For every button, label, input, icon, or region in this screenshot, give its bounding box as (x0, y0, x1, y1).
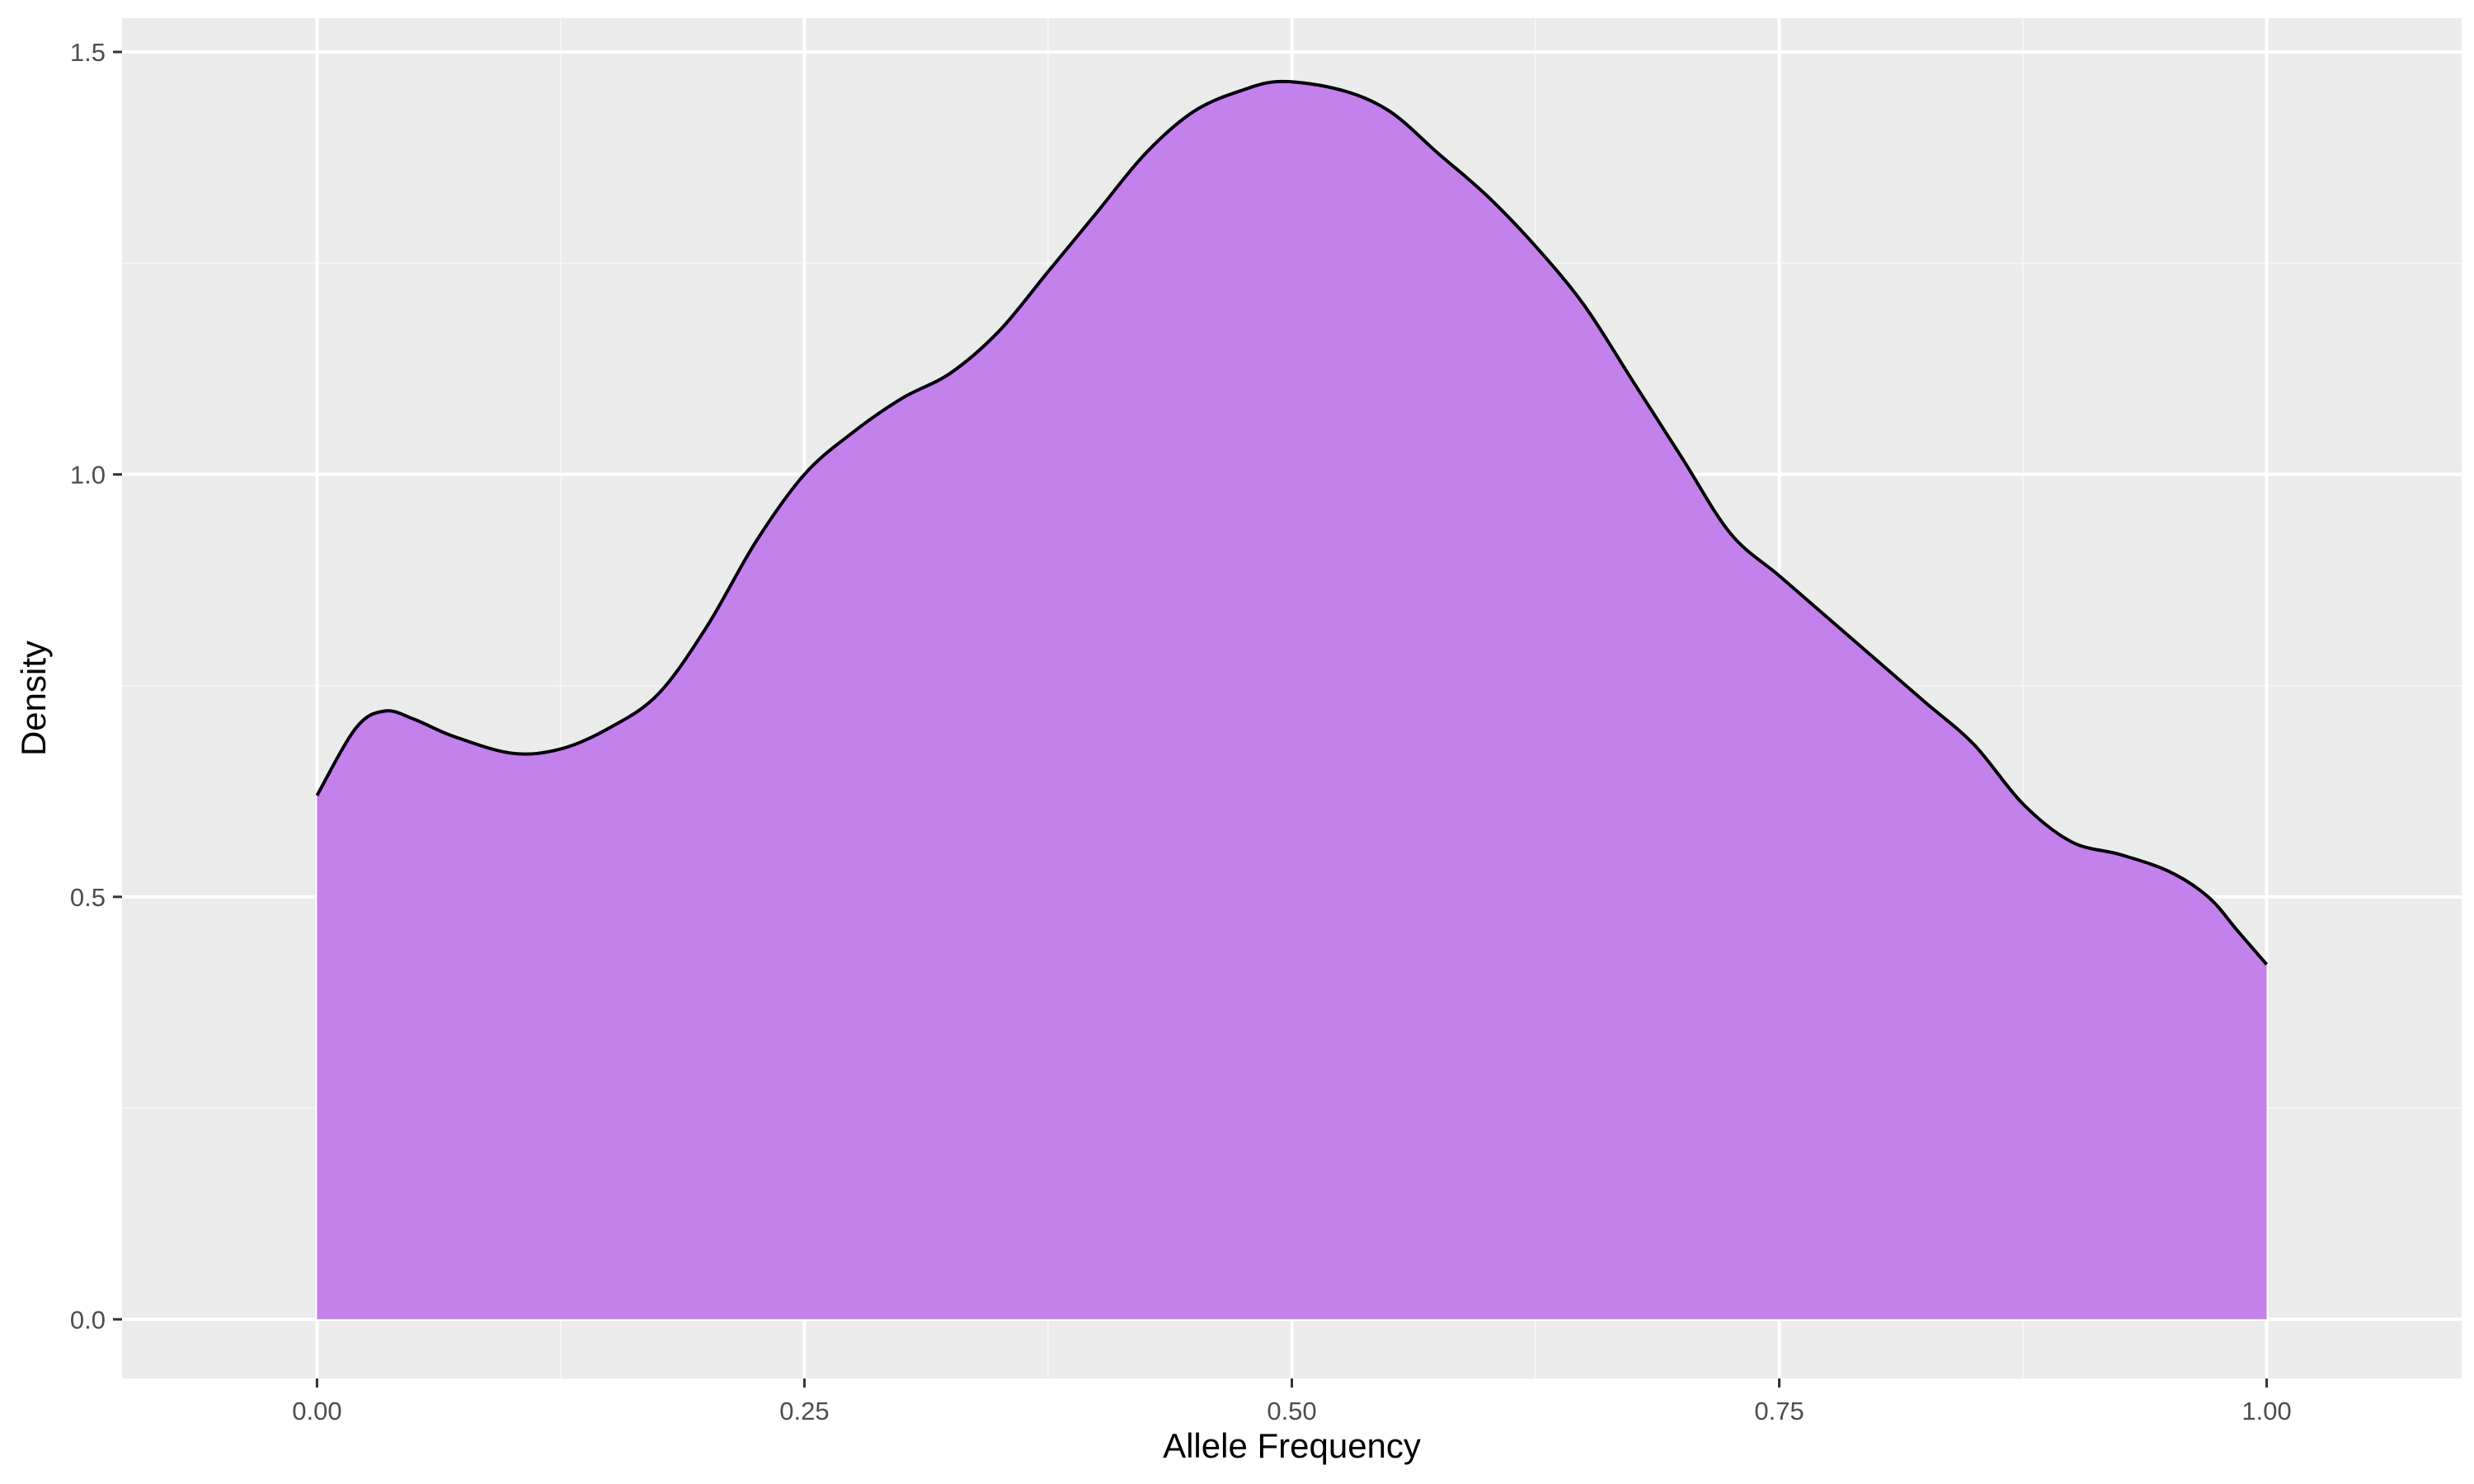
x-tick-label: 0.25 (779, 1397, 829, 1425)
density-curve (315, 79, 2269, 966)
x-tick-label: 1.00 (2241, 1397, 2291, 1425)
x-tick-label: 0.50 (1267, 1397, 1316, 1425)
density-area (317, 81, 2267, 1320)
y-axis: 0.0 0.5 1.0 1.5 (70, 38, 122, 1334)
x-tick-label: 0.75 (1754, 1397, 1804, 1425)
y-axis-title: Density (14, 641, 53, 756)
y-tick-label: 0.0 (70, 1305, 106, 1334)
y-tick-label: 0.5 (70, 883, 106, 912)
x-axis-title: Allele Frequency (1163, 1426, 1421, 1465)
y-tick-label: 1.0 (70, 460, 106, 489)
y-tick-label: 1.5 (70, 38, 106, 67)
x-tick-label: 0.00 (292, 1397, 341, 1425)
x-axis: 0.00 0.25 0.50 0.75 1.00 (292, 1378, 2292, 1425)
